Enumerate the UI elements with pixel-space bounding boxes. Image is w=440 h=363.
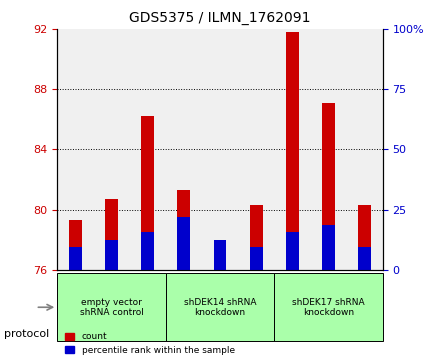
- Bar: [286, 232, 299, 270]
- Bar: [286, 32, 299, 270]
- Text: shDEK14 shRNA
knockdown: shDEK14 shRNA knockdown: [184, 298, 256, 317]
- Bar: [250, 247, 263, 270]
- Bar: [105, 199, 118, 270]
- Bar: [141, 232, 154, 270]
- Bar: [69, 247, 82, 270]
- Bar: [322, 103, 335, 270]
- Legend: count, percentile rank within the sample: count, percentile rank within the sample: [62, 329, 238, 359]
- FancyBboxPatch shape: [166, 273, 274, 341]
- FancyBboxPatch shape: [57, 273, 166, 341]
- Text: protocol: protocol: [4, 329, 50, 339]
- Text: GDS5375 / ILMN_1762091: GDS5375 / ILMN_1762091: [129, 11, 311, 25]
- Bar: [177, 217, 190, 270]
- Bar: [250, 205, 263, 270]
- Bar: [214, 240, 226, 270]
- Bar: [177, 190, 190, 270]
- Bar: [105, 240, 118, 270]
- Bar: [359, 247, 371, 270]
- Text: shDEK17 shRNA
knockdown: shDEK17 shRNA knockdown: [292, 298, 365, 317]
- Bar: [69, 220, 82, 270]
- Text: empty vector
shRNA control: empty vector shRNA control: [80, 298, 143, 317]
- Bar: [141, 116, 154, 270]
- Bar: [359, 205, 371, 270]
- FancyBboxPatch shape: [274, 273, 383, 341]
- Bar: [214, 249, 226, 270]
- Bar: [322, 225, 335, 270]
